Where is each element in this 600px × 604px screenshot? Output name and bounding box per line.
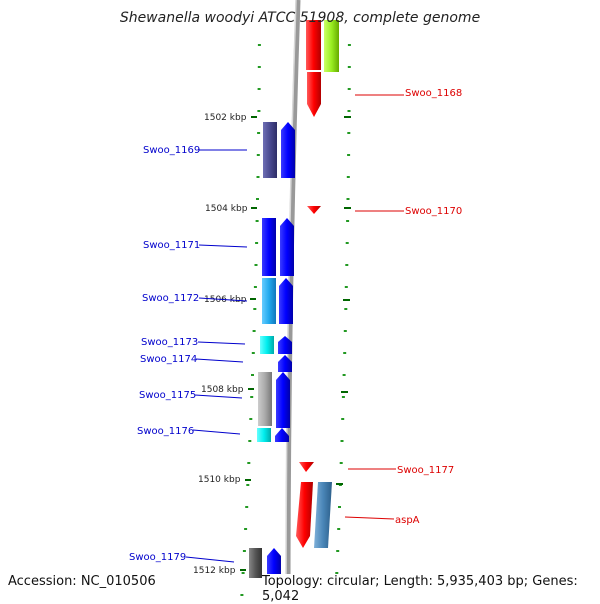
guide-dot <box>248 440 252 442</box>
tick-label-1508: 1508 kbp <box>201 385 244 395</box>
gene-swoo-1173-arrow[interactable] <box>278 336 292 354</box>
guide-dot <box>256 176 260 178</box>
guide-dot <box>247 462 251 464</box>
guide-dot <box>347 88 351 90</box>
guide-dot <box>347 66 351 68</box>
guide-dot <box>347 154 351 156</box>
label-swoo-1169[interactable]: Swoo_1169 <box>143 145 200 156</box>
guide-dot <box>253 286 257 288</box>
label-swoo-1173[interactable]: Swoo_1173 <box>141 337 198 348</box>
accession-label: Accession: NC_010506 <box>8 574 156 589</box>
guide-dot <box>240 594 244 596</box>
genome-title: Shewanella woodyi ATCC 51908, complete g… <box>119 10 481 26</box>
gene-swoo-1170[interactable] <box>307 206 321 214</box>
guide-dot <box>249 418 253 420</box>
gene-aspa[interactable] <box>314 482 332 548</box>
gene-swoo-1169-arrow[interactable] <box>281 122 295 178</box>
tick-label-1504: 1504 kbp <box>205 204 248 214</box>
gene-swoo-1171-arrow[interactable] <box>280 218 294 276</box>
gene-swoo-1177[interactable] <box>299 462 314 472</box>
gene-swoo-1173[interactable] <box>260 336 274 354</box>
gene-swoo-1172-arrow[interactable] <box>279 278 293 324</box>
tick-label-1502: 1502 kbp <box>204 113 247 123</box>
label-swoo-1170[interactable]: Swoo_1170 <box>405 206 462 217</box>
guide-dot <box>344 308 348 310</box>
guide-dot <box>241 572 245 574</box>
gene-swoo-1179[interactable] <box>249 548 262 578</box>
guide-dot <box>347 132 351 134</box>
guide-dot <box>339 462 343 464</box>
guide-dot <box>253 308 257 310</box>
gene-swoo-1175-arrow[interactable] <box>276 372 290 428</box>
label-leaders <box>185 94 404 563</box>
guide-dot <box>344 286 348 288</box>
label-swoo-1179[interactable]: Swoo_1179 <box>129 552 186 563</box>
gene-top-lime[interactable] <box>324 20 339 72</box>
guide-dot <box>250 396 254 398</box>
guide-dot <box>343 352 347 354</box>
guide-dot <box>346 220 350 222</box>
guide-dot <box>343 330 347 332</box>
label-swoo-1172[interactable]: Swoo_1172 <box>142 293 199 304</box>
gene-labels: Swoo_1168 Swoo_1170 Swoo_1177 aspA Swoo_… <box>129 88 462 563</box>
guide-dot <box>252 330 256 332</box>
gene-swoo-1168[interactable] <box>307 72 321 117</box>
forward-genes <box>296 20 339 548</box>
label-swoo-1174[interactable]: Swoo_1174 <box>140 354 197 365</box>
guide-dot <box>257 44 261 46</box>
guide-dot <box>345 242 349 244</box>
guide-dot <box>346 176 350 178</box>
guide-dot <box>245 506 249 508</box>
guide-dot <box>251 374 254 376</box>
gene-red-1178[interactable] <box>296 482 313 548</box>
reverse-genes <box>249 122 320 600</box>
label-swoo-1171[interactable]: Swoo_1171 <box>143 240 200 251</box>
guide-dot <box>347 110 351 112</box>
guide-dot <box>257 88 261 90</box>
guide-dot <box>257 110 261 112</box>
label-aspa[interactable]: aspA <box>395 515 420 526</box>
guide-dot <box>341 418 345 420</box>
tick-label-1512: 1512 kbp <box>193 566 236 576</box>
guide-dot <box>254 264 258 266</box>
guide-dot <box>346 198 350 200</box>
gene-swoo-1172[interactable] <box>262 278 276 324</box>
tick-label-1510: 1510 kbp <box>198 475 241 485</box>
guide-dot <box>341 396 345 398</box>
guide-dot <box>255 242 259 244</box>
guide-dot <box>335 572 339 574</box>
label-swoo-1177[interactable]: Swoo_1177 <box>397 465 454 476</box>
gene-swoo-1176-arrow[interactable] <box>275 428 289 442</box>
gene-swoo-1174[interactable] <box>278 355 292 372</box>
guide-dot <box>256 154 260 156</box>
guide-dot <box>257 132 261 134</box>
guide-dot <box>257 66 261 68</box>
gene-swoo-1169[interactable] <box>263 122 277 178</box>
guide-dot <box>336 550 340 552</box>
guide-dot <box>251 352 255 354</box>
guide-dot <box>246 484 250 486</box>
guide-dot <box>342 374 346 376</box>
gene-swoo-1179-arrow[interactable] <box>267 548 281 578</box>
guide-dot <box>347 44 351 46</box>
label-swoo-1175[interactable]: Swoo_1175 <box>139 390 196 401</box>
guide-dot <box>244 528 248 530</box>
gene-swoo-1171[interactable] <box>262 218 276 276</box>
guide-dot <box>345 264 349 266</box>
guide-dot <box>337 528 341 530</box>
gene-swoo-1176[interactable] <box>257 428 271 442</box>
guide-dot <box>255 220 259 222</box>
label-swoo-1176[interactable]: Swoo_1176 <box>137 426 194 437</box>
guide-dot <box>256 198 259 200</box>
guide-dot <box>340 440 344 442</box>
gene-swoo-1175[interactable] <box>258 372 272 426</box>
guide-dot <box>338 506 341 508</box>
genome-summary: Topology: circular; Length: 5,935,403 bp… <box>262 574 600 604</box>
guide-dot <box>242 550 246 552</box>
label-swoo-1168[interactable]: Swoo_1168 <box>405 88 462 99</box>
gene-top-forward[interactable] <box>306 20 321 70</box>
